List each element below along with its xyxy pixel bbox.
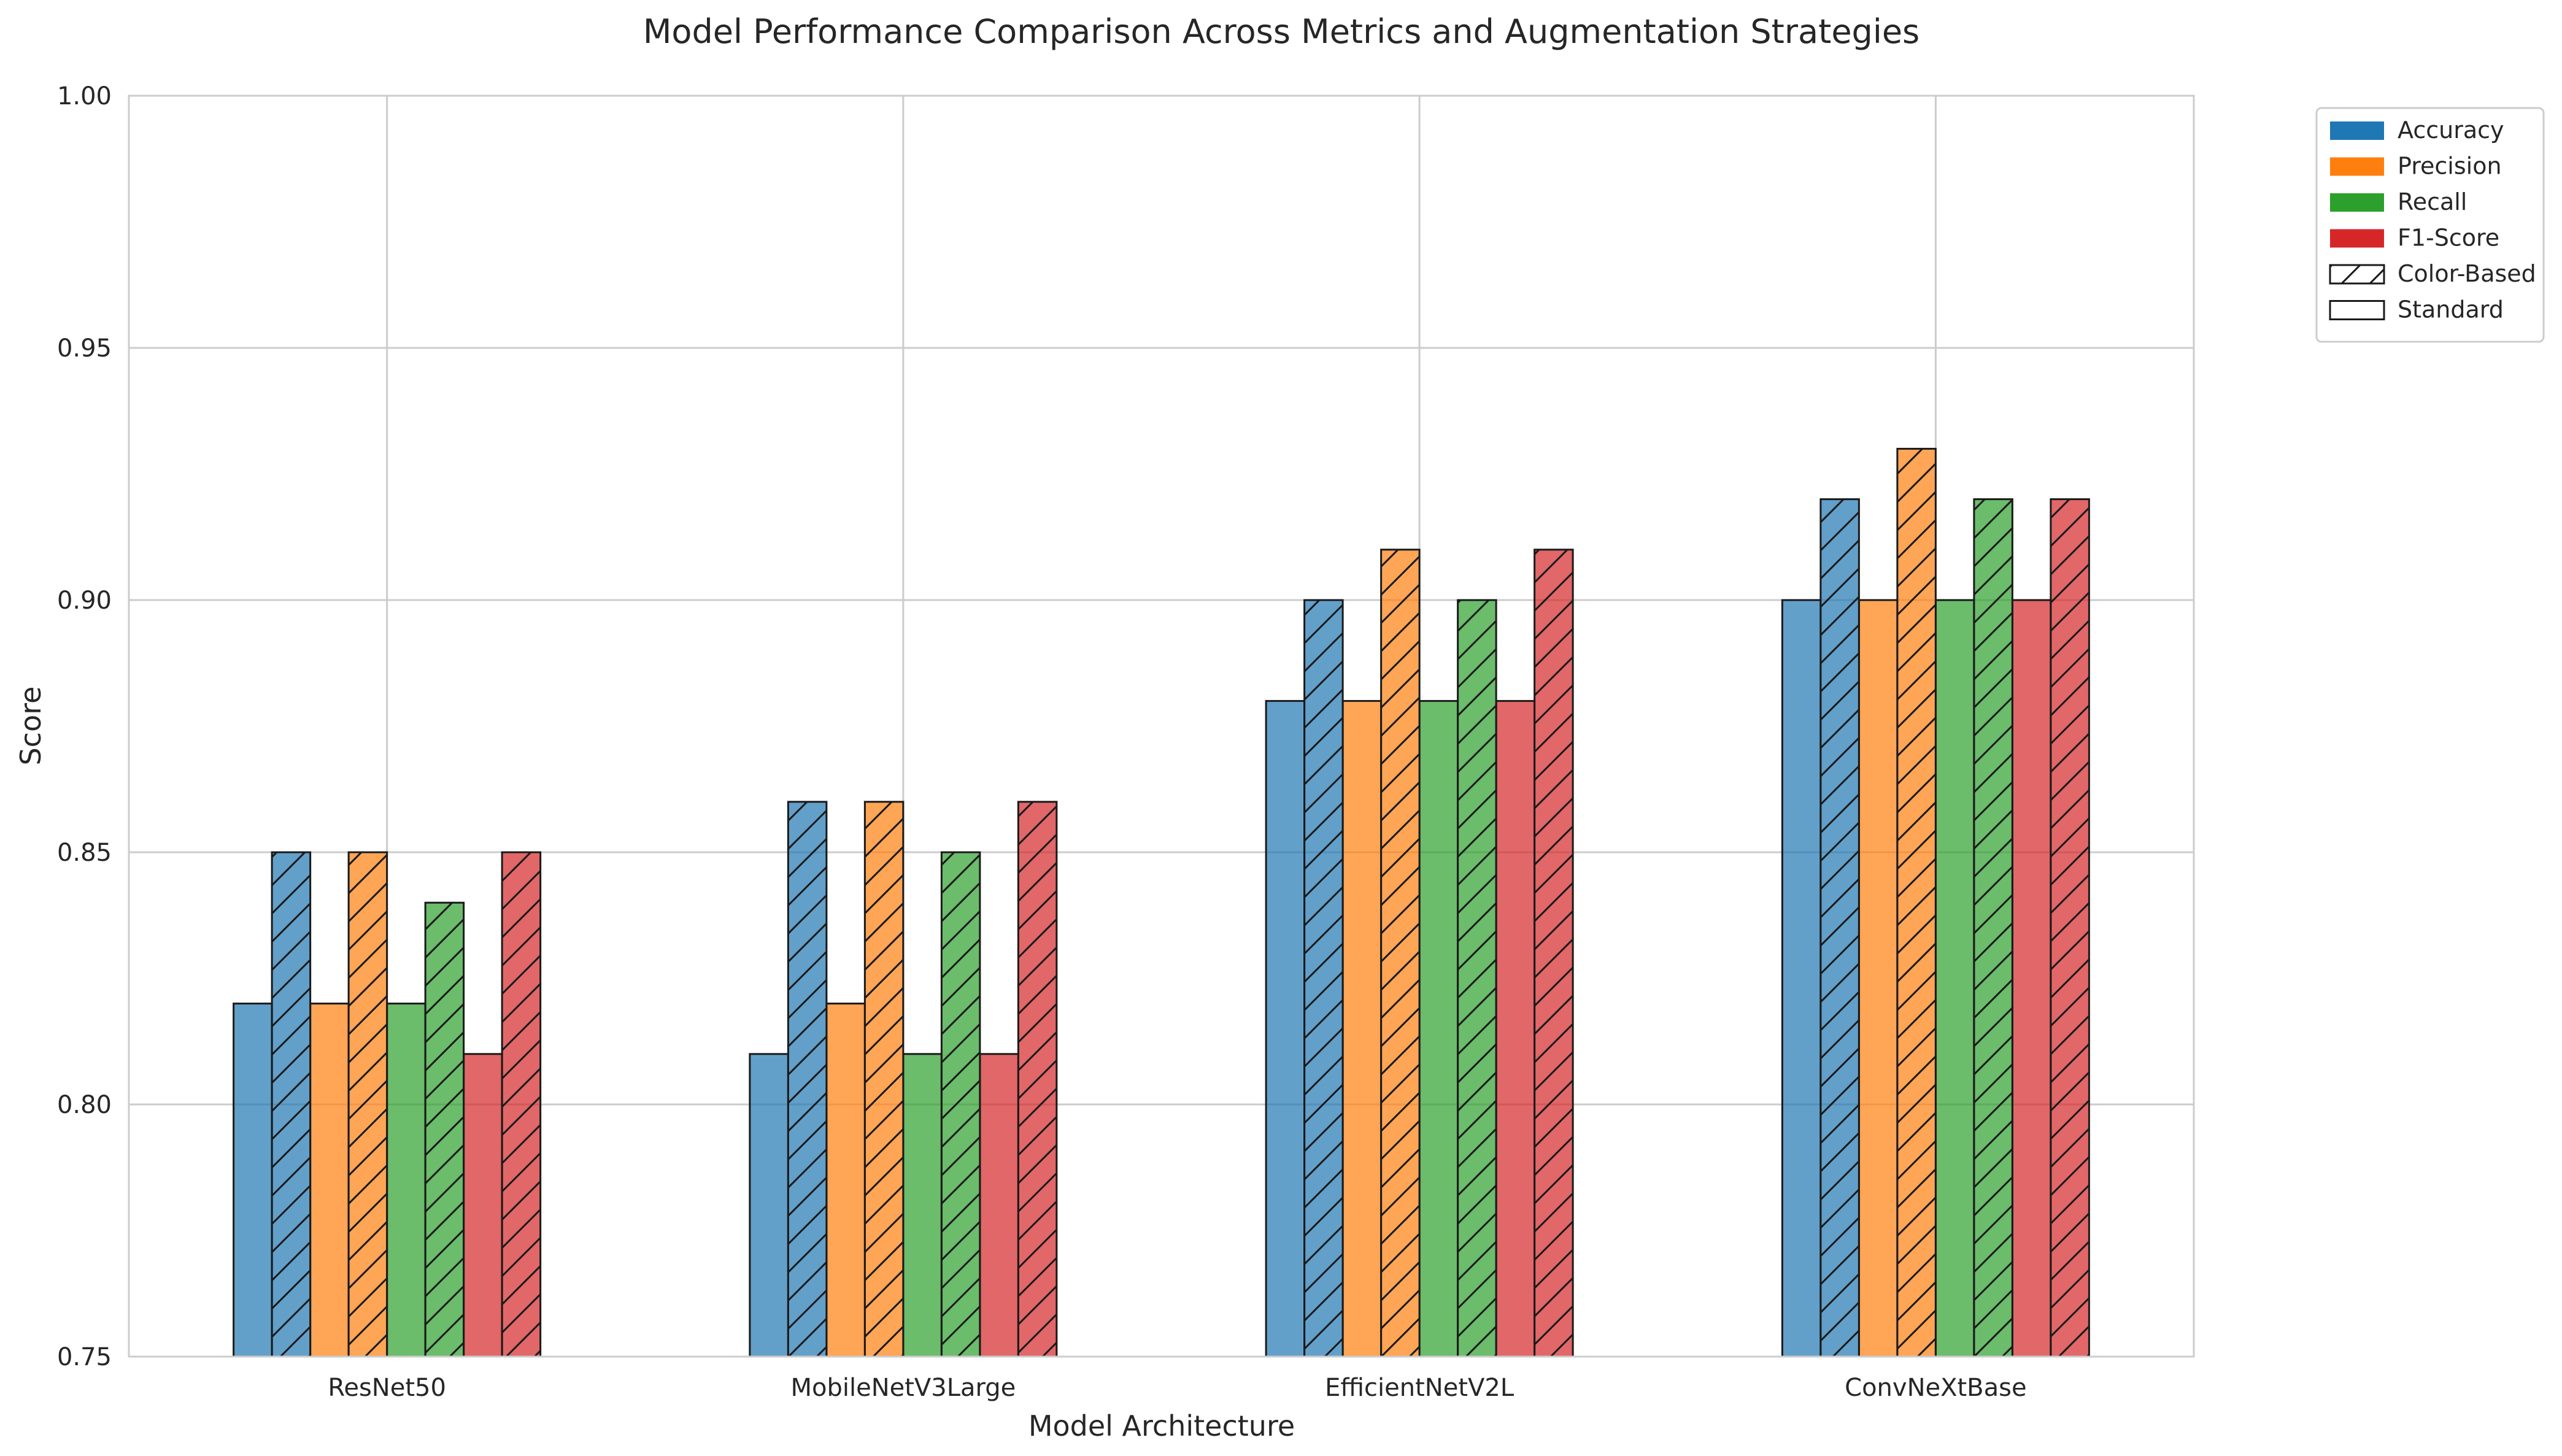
- legend-label-precision: Precision: [2398, 153, 2502, 180]
- bar-precision-color-based-hatch: [349, 852, 387, 1357]
- bars: [233, 447, 2090, 1358]
- bar-f1-score-standard: [463, 1053, 503, 1358]
- x-tick-label: ResNet50: [328, 1374, 446, 1402]
- x-tick-label: ConvNeXtBase: [1845, 1374, 2026, 1402]
- bar-accuracy-standard: [1781, 599, 1822, 1358]
- bar-f1-score-standard: [979, 1053, 1019, 1358]
- bar-precision-color-based-hatch: [1381, 549, 1420, 1357]
- bar-f1-score-standard: [2011, 599, 2052, 1358]
- bar-f1-score-color-based-hatch: [1534, 549, 1573, 1357]
- x-tick-label: EfficientNetV2L: [1325, 1374, 1514, 1402]
- legend-label-standard: Standard: [2398, 296, 2504, 323]
- legend-label-accuracy: Accuracy: [2398, 117, 2504, 144]
- bar-precision-standard: [309, 1003, 350, 1358]
- legend-swatch-standard: [2329, 300, 2385, 320]
- y-tick-label: 1.00: [57, 82, 112, 110]
- bar-accuracy-color-based-hatch: [1820, 499, 1859, 1357]
- y-tick-labels: 0.75 0.80 0.85 0.90 0.95 1.00: [57, 82, 112, 1371]
- bar-accuracy-standard: [1265, 699, 1306, 1358]
- y-tick-label: 0.80: [57, 1091, 112, 1119]
- legend-swatch-accuracy: [2330, 121, 2384, 140]
- legend-swatch-recall: [2330, 193, 2384, 212]
- bar-precision-color-based-hatch: [1897, 449, 1936, 1357]
- bar-precision-standard: [825, 1003, 866, 1358]
- legend: Accuracy Precision Recall F1-Score Color-Bas…: [2315, 107, 2545, 343]
- y-tick-label: 0.75: [57, 1343, 112, 1371]
- plot-frame: [128, 94, 2195, 1358]
- legend-label-recall: Recall: [2398, 188, 2467, 215]
- y-tick-label: 0.95: [57, 334, 112, 363]
- bar-precision-standard: [1341, 699, 1383, 1358]
- bar-precision-standard: [1858, 599, 1899, 1358]
- bar-recall-color-based-hatch: [1974, 499, 2013, 1357]
- bar-accuracy-color-based-hatch: [1304, 600, 1343, 1357]
- y-tick-label: 0.85: [57, 839, 112, 867]
- bar-recall-color-based-hatch: [425, 903, 464, 1357]
- bar-f1-score-standard: [1495, 699, 1536, 1358]
- legend-label-f1-score: F1-Score: [2398, 225, 2499, 252]
- legend-label-color-based: Color-Based: [2398, 260, 2536, 287]
- bar-f1-score-color-based-hatch: [2050, 499, 2089, 1357]
- legend-swatch-hatch: [2330, 265, 2384, 283]
- bar-accuracy-color-based-hatch: [272, 852, 311, 1357]
- bar-recall-standard: [1934, 599, 1975, 1358]
- y-tick-label: 0.90: [57, 587, 112, 615]
- bar-recall-color-based-hatch: [1457, 600, 1497, 1357]
- x-tick-labels: ResNet50 MobileNetV3Large EfficientNetV2L C…: [328, 1374, 2026, 1402]
- bar-recall-standard: [386, 1003, 426, 1358]
- bar-accuracy-standard: [233, 1003, 273, 1358]
- x-tick-label: MobileNetV3Large: [790, 1374, 1016, 1402]
- legend-swatch-precision: [2330, 157, 2384, 176]
- bar-precision-color-based-hatch: [865, 801, 903, 1357]
- bar-recall-standard: [1418, 699, 1459, 1358]
- y-axis-label: Score: [14, 687, 47, 766]
- x-axis-label: Model Architecture: [1028, 1409, 1295, 1443]
- bar-recall-standard: [902, 1053, 943, 1358]
- bar-recall-color-based-hatch: [941, 852, 980, 1357]
- bar-accuracy-color-based-hatch: [788, 801, 827, 1357]
- bar-f1-score-color-based-hatch: [502, 852, 541, 1357]
- chart-title: Model Performance Comparison Across Metr…: [643, 12, 1920, 51]
- bar-f1-score-color-based-hatch: [1018, 801, 1057, 1357]
- legend-swatch-f1-score: [2330, 229, 2384, 248]
- bar-accuracy-standard: [749, 1053, 789, 1358]
